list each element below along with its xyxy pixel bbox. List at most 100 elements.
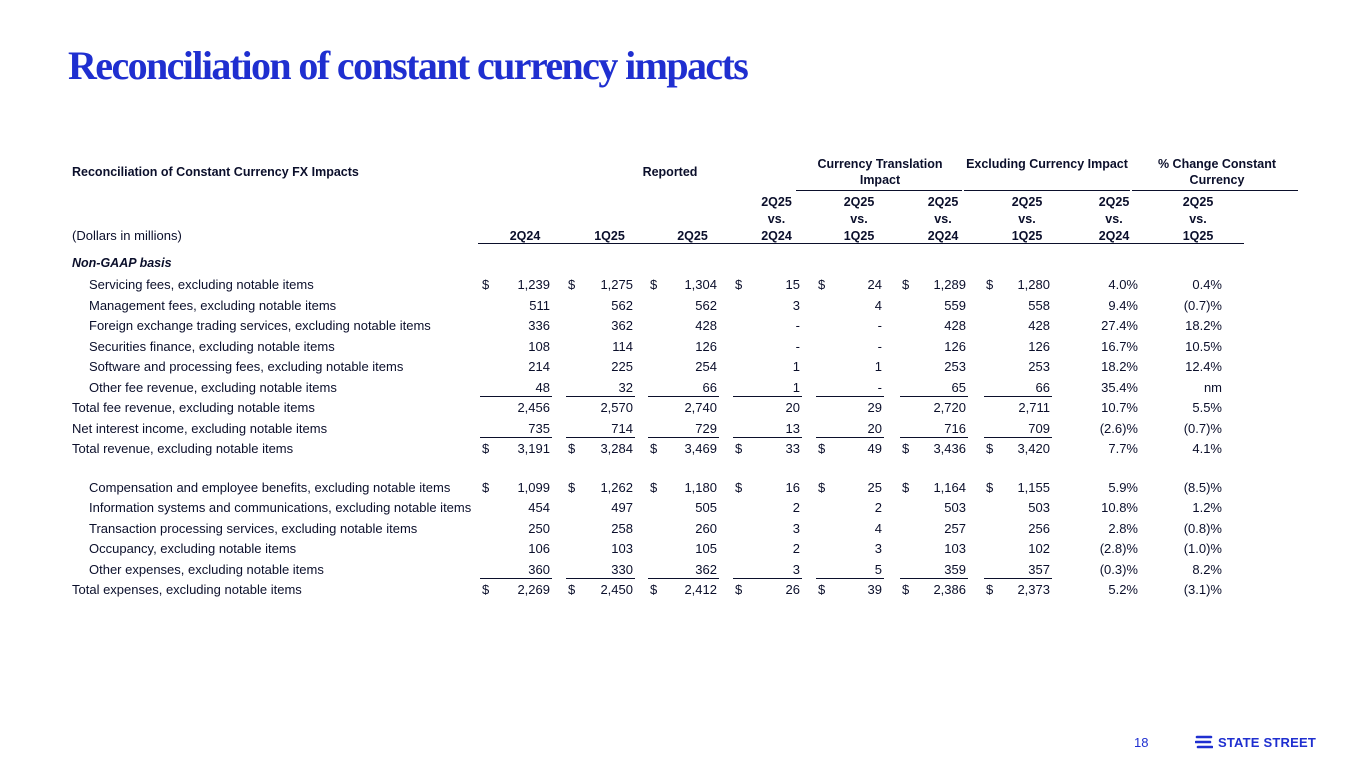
cell-value: 5 <box>874 561 882 577</box>
currency-symbol: $ <box>902 277 910 292</box>
cell-value: 1,304 <box>684 277 717 292</box>
cell-value: - <box>877 379 882 395</box>
cell-value: 24 <box>867 277 882 292</box>
currency-symbol: $ <box>735 441 743 456</box>
cell-value: 735 <box>528 420 550 436</box>
row-label: Other fee revenue, excluding notable ite… <box>89 379 337 395</box>
subtotal-underline <box>816 437 884 438</box>
cell-value: 103 <box>611 541 633 556</box>
cell-value: - <box>795 338 800 354</box>
cell-value: 428 <box>695 318 717 333</box>
table-row: Servicing fees, excluding notable items 1… <box>70 274 1298 295</box>
currency-symbol: $ <box>902 582 910 597</box>
cell-value: (0.7)% <box>1183 297 1222 313</box>
column-header-top: 2Q25 <box>843 195 875 209</box>
table-row: Net interest income, excluding notable i… <box>70 418 1298 438</box>
column-header-bot: 1Q25 <box>843 229 875 243</box>
table-row: Management fees, excluding notable items… <box>70 295 1298 316</box>
cell-value: 49 <box>867 441 882 456</box>
cell-value: 260 <box>695 520 717 536</box>
row-label: Transaction processing services, excludi… <box>89 520 418 536</box>
cell-value: 258 <box>611 520 633 536</box>
subtotal-underline <box>733 396 802 397</box>
group-excluding: Excluding Currency Impact <box>966 157 1128 171</box>
column-header-bot: 2Q24 <box>927 229 959 243</box>
cell-value: 1,280 <box>1017 277 1050 292</box>
cell-value: 126 <box>944 338 966 354</box>
reconciliation-table: Reconciliation of Constant Currency FX I… <box>70 150 1298 600</box>
cell-value: 253 <box>1028 359 1050 374</box>
cell-value: 20 <box>785 400 800 415</box>
row-label: Servicing fees, excluding notable items <box>89 277 314 292</box>
column-header-top: 2Q25 <box>927 195 959 209</box>
currency-symbol: $ <box>902 479 910 495</box>
currency-symbol: $ <box>568 582 576 597</box>
column-header-mid: vs. <box>850 212 868 226</box>
cell-value: 32 <box>618 379 633 395</box>
cell-value: 1,262 <box>600 479 633 495</box>
cell-value: 10.8% <box>1101 500 1138 515</box>
cell-value: - <box>877 318 882 333</box>
cell-value: 4 <box>874 297 882 313</box>
cell-value: 357 <box>1028 561 1050 577</box>
cell-value: (2.6)% <box>1099 420 1138 436</box>
cell-value: 4.1% <box>1192 441 1222 456</box>
cell-value: 20 <box>867 420 882 436</box>
section-header: Non-GAAP basis <box>70 246 1298 274</box>
cell-value: 18.2% <box>1185 318 1222 333</box>
cell-value: 428 <box>944 318 966 333</box>
currency-symbol: $ <box>818 441 826 456</box>
currency-symbol: $ <box>650 277 658 292</box>
cell-value: 108 <box>528 338 550 354</box>
currency-symbol: $ <box>482 582 490 597</box>
units-label: (Dollars in millions) <box>72 228 182 243</box>
table-row: Total fee revenue, excluding notable ite… <box>70 397 1298 418</box>
state-street-logo-icon <box>1195 735 1213 749</box>
column-header-top: 2Q25 <box>1098 195 1130 209</box>
cell-value: 1.2% <box>1192 500 1222 515</box>
cell-value: 214 <box>528 359 550 374</box>
cell-value: 33 <box>785 441 800 456</box>
cell-value: 16.7% <box>1101 338 1138 354</box>
cell-value: 1,155 <box>1017 479 1050 495</box>
cell-value: 3,284 <box>600 441 633 456</box>
cell-value: 48 <box>535 379 550 395</box>
currency-symbol: $ <box>482 479 490 495</box>
row-label: Information systems and communications, … <box>89 500 472 515</box>
column-header-mid: vs. <box>1189 212 1207 226</box>
currency-symbol: $ <box>986 277 994 292</box>
cell-value: 3 <box>874 541 882 556</box>
cell-value: 106 <box>528 541 550 556</box>
cell-value: 729 <box>695 420 717 436</box>
column-header-top: 2Q25 <box>1011 195 1043 209</box>
column-header-mid: vs. <box>767 212 786 226</box>
cell-value: 16 <box>785 479 800 495</box>
cell-value: 3 <box>792 520 800 536</box>
cell-value: 1,180 <box>684 479 717 495</box>
subtotal-underline <box>648 578 719 579</box>
subtotal-underline <box>480 578 552 579</box>
cell-value: 562 <box>695 297 717 313</box>
cell-value: nm <box>1203 379 1222 395</box>
currency-symbol: $ <box>568 441 576 456</box>
row-label: Net interest income, excluding notable i… <box>72 420 328 436</box>
currency-symbol: $ <box>986 582 994 597</box>
cell-value: 126 <box>1028 338 1050 354</box>
column-header-top: 2Q25 <box>1182 195 1214 209</box>
column-header-underline <box>1152 243 1244 244</box>
row-label: Non-GAAP basis <box>72 256 172 270</box>
cell-value: 1 <box>792 379 800 395</box>
currency-symbol: $ <box>650 582 658 597</box>
cell-value: 716 <box>944 420 966 436</box>
cell-value: 10.5% <box>1185 338 1222 354</box>
cell-value: 362 <box>695 561 717 577</box>
cell-value: 428 <box>1028 318 1050 333</box>
group-divider <box>964 190 1130 191</box>
cell-value: 714 <box>611 420 633 436</box>
cell-value: 250 <box>528 520 550 536</box>
column-header-bot: 1Q25 <box>594 229 625 243</box>
currency-symbol: $ <box>568 277 576 292</box>
cell-value: (8.5)% <box>1183 479 1222 495</box>
cell-value: 102 <box>1028 541 1050 556</box>
cell-value: 12.4% <box>1185 359 1222 374</box>
